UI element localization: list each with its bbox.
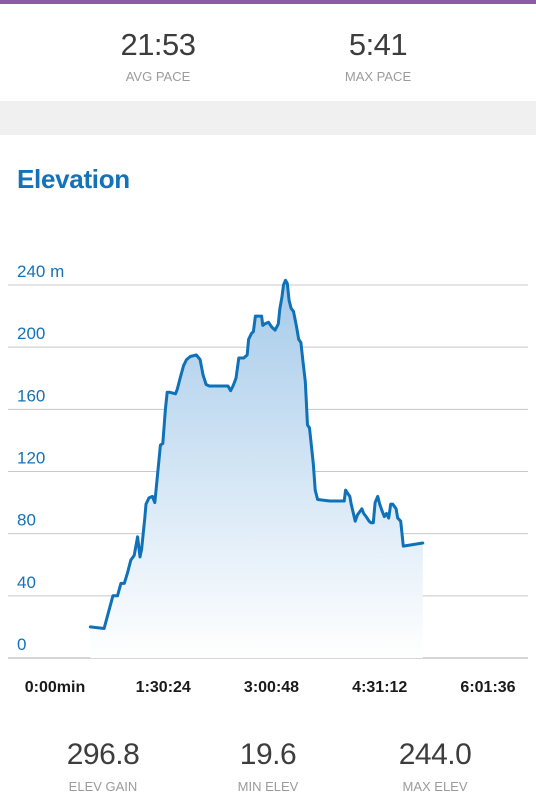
elevation-chart: 240 m 200 160 120 80 40 0 0:00min 1:30:24 3:00:4… bbox=[8, 262, 528, 696]
max-pace-label: MAX PACE bbox=[344, 69, 412, 84]
elev-gain-label: ELEV GAIN bbox=[68, 779, 138, 794]
max-elev-stat: 244.0 MAX ELEV bbox=[335, 738, 535, 795]
x-tick-label: 0:00min bbox=[25, 679, 85, 696]
y-tick-label: 0 bbox=[17, 635, 26, 654]
avg-pace-stat: 21:53 AVG PACE bbox=[58, 28, 258, 85]
elevation-title: Elevation bbox=[17, 164, 130, 194]
y-tick-label: 160 bbox=[17, 386, 45, 405]
max-elev-value: 244.0 bbox=[398, 738, 472, 771]
x-tick-label: 3:00:48 bbox=[244, 679, 299, 696]
x-tick-label: 4:31:12 bbox=[352, 679, 407, 696]
y-tick-label: 40 bbox=[17, 573, 36, 592]
x-tick-label: 1:30:24 bbox=[136, 679, 191, 696]
max-elev-label: MAX ELEV bbox=[402, 779, 468, 794]
y-axis-ticks: 240 m 200 160 120 80 40 0 bbox=[17, 262, 64, 654]
avg-pace-label: AVG PACE bbox=[125, 69, 191, 84]
y-tick-label: 120 bbox=[17, 449, 45, 468]
section-divider bbox=[0, 101, 536, 135]
elev-gain-stat: 296.8 ELEV GAIN bbox=[3, 738, 203, 795]
x-tick-label: 6:01:36 bbox=[460, 679, 515, 696]
x-axis-ticks: 0:00min 1:30:24 3:00:48 4:31:12 6:01:36 bbox=[25, 679, 516, 696]
y-tick-label: 200 bbox=[17, 324, 45, 343]
max-pace-stat: 5:41 MAX PACE bbox=[278, 28, 478, 85]
min-elev-label: MIN ELEV bbox=[237, 779, 299, 794]
min-elev-stat: 19.6 MIN ELEV bbox=[168, 738, 368, 795]
elevation-line bbox=[88, 278, 425, 630]
y-tick-label: 80 bbox=[17, 511, 36, 530]
min-elev-value: 19.6 bbox=[239, 738, 297, 771]
elevation-area bbox=[90, 280, 423, 658]
y-tick-label: 240 m bbox=[17, 262, 64, 281]
max-pace-value: 5:41 bbox=[348, 27, 408, 62]
accent-bar bbox=[0, 0, 536, 4]
avg-pace-value: 21:53 bbox=[120, 27, 196, 62]
elev-gain-value: 296.8 bbox=[66, 738, 140, 771]
